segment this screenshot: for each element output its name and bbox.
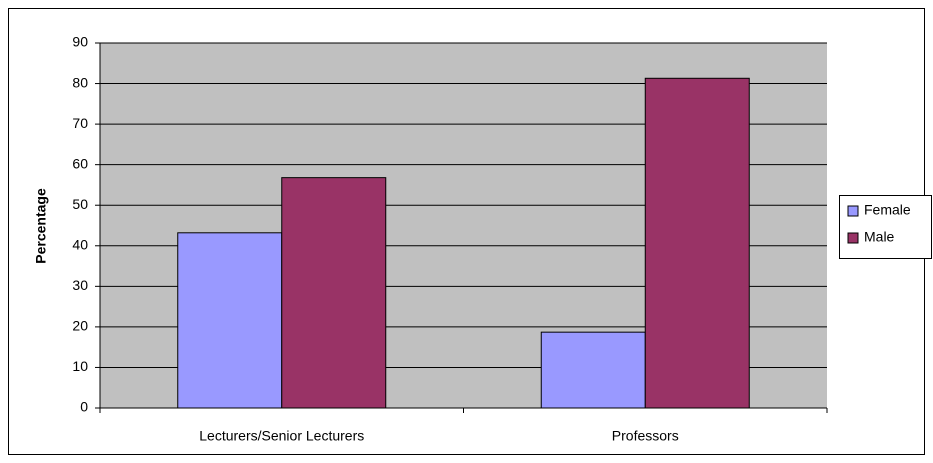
y-tick-label: 0 [80,399,88,415]
y-tick-label: 90 [72,34,88,50]
y-tick-label: 40 [72,236,88,252]
legend-swatch [847,232,859,244]
bar [281,177,387,409]
y-tick-label: 60 [72,155,88,171]
bar [177,232,283,409]
legend-label: Male [864,229,895,245]
y-tick-label: 50 [72,196,88,212]
bar [644,77,750,409]
bar [540,331,646,409]
y-tick-label: 20 [72,318,88,334]
legend-box [839,195,932,259]
x-tick-label: Professors [612,428,679,444]
y-tick-label: 70 [72,115,88,131]
y-tick-label: 10 [72,358,88,374]
y-axis-label: Percentage [33,188,49,264]
x-tick-label: Lecturers/Senior Lecturers [199,428,364,444]
y-tick-label: 80 [72,74,88,90]
y-tick-label: 30 [72,277,88,293]
legend-swatch [847,205,859,217]
legend-label: Female [864,202,911,218]
